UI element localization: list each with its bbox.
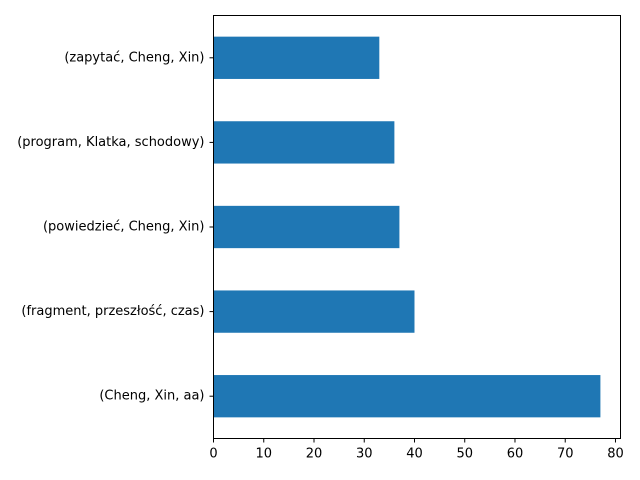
- bar-4: [213, 36, 380, 79]
- x-tick-label: 60: [507, 447, 524, 462]
- bar-1: [213, 290, 415, 333]
- x-tick-label: 10: [255, 447, 272, 462]
- x-tick-label: 80: [607, 447, 624, 462]
- bar-2: [213, 205, 400, 249]
- y-tick-label: (program, Klatka, schodowy): [17, 135, 204, 150]
- bar-3: [213, 121, 395, 164]
- y-tick-label: (Cheng, Xin, aa): [99, 389, 204, 404]
- bar-0: [213, 375, 601, 418]
- x-tick-label: 70: [557, 447, 574, 462]
- y-tick-label: (powiedzieć, Cheng, Xin): [43, 220, 205, 235]
- y-tick-label: (zapytać, Cheng, Xin): [64, 50, 204, 65]
- x-tick-label: 0: [209, 447, 217, 462]
- bars-group: [213, 36, 601, 418]
- x-tick-label: 40: [406, 447, 423, 462]
- x-axis: 0 10 20 30 40 50 60 70 80: [209, 438, 624, 462]
- x-tick-label: 50: [456, 447, 473, 462]
- x-tick-label: 30: [356, 447, 373, 462]
- x-tick-label: 20: [306, 447, 323, 462]
- y-tick-label: (fragment, przeszłość, czas): [21, 304, 204, 319]
- y-axis: (Cheng, Xin, aa) (fragment, przeszłość, c…: [17, 50, 214, 404]
